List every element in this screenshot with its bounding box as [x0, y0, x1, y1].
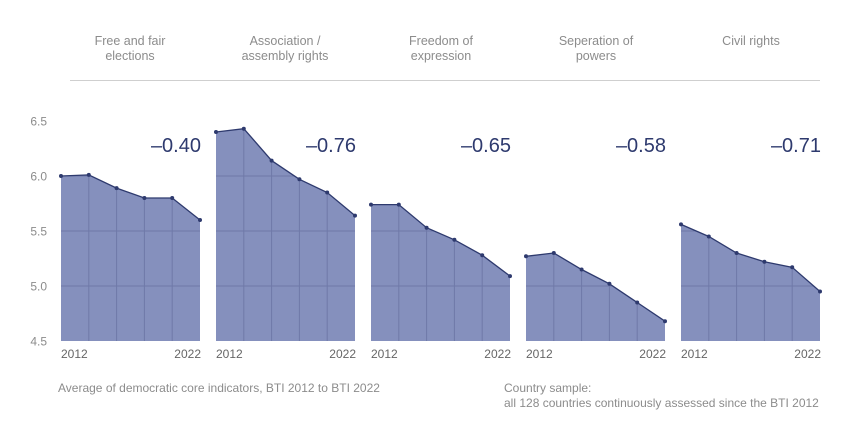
- data-point: [424, 225, 429, 230]
- area-fill: [526, 253, 665, 341]
- data-point: [762, 259, 767, 264]
- data-point: [635, 300, 640, 305]
- x-end-label: 2022: [639, 347, 666, 361]
- data-point: [369, 202, 373, 207]
- series-line: [215, 128, 356, 217]
- footer-note: Average of democratic core indicators, B…: [58, 381, 380, 395]
- data-point: [551, 251, 556, 255]
- y-tick-label: 6.0: [30, 170, 47, 184]
- y-tick-label: 5.5: [30, 225, 47, 239]
- data-point: [663, 319, 667, 324]
- panel: Association / assembly rights –0.76 2012 202…: [214, 34, 357, 361]
- panel-title: Freedom of expression: [409, 34, 473, 63]
- change-label: –0.58: [616, 135, 666, 157]
- x-start-label: 2012: [216, 347, 243, 361]
- data-point: [269, 158, 274, 163]
- x-end-label: 2022: [484, 347, 511, 361]
- y-tick-label: 5.0: [30, 280, 47, 294]
- panel: Seperation of powers –0.58 2012 2022: [524, 34, 667, 361]
- data-point: [818, 289, 822, 294]
- area-fill: [681, 224, 820, 341]
- x-end-label: 2022: [794, 347, 821, 361]
- data-point: [353, 213, 357, 218]
- data-point: [86, 172, 91, 177]
- x-end-label: 2022: [174, 347, 201, 361]
- data-point: [679, 222, 683, 227]
- area-fill: [61, 174, 200, 341]
- data-point: [297, 177, 302, 182]
- data-point: [198, 218, 202, 222]
- panel-title: Seperation of powers: [559, 34, 634, 63]
- y-tick-label: 4.5: [30, 335, 47, 349]
- series-line: [60, 174, 201, 221]
- panel: Civil rights –0.71 2012 2022: [679, 34, 822, 361]
- panel-title: Civil rights: [722, 34, 780, 48]
- x-start-label: 2012: [681, 347, 708, 361]
- change-label: –0.76: [306, 135, 356, 157]
- data-point: [170, 196, 175, 200]
- change-label: –0.40: [151, 135, 201, 157]
- y-tick-label: 6.5: [30, 115, 47, 129]
- data-point: [59, 174, 63, 178]
- data-point: [396, 202, 401, 207]
- country-sample-label: Country sample:: [504, 381, 592, 395]
- data-point: [734, 251, 739, 255]
- data-point: [241, 126, 246, 131]
- x-start-label: 2012: [61, 347, 88, 361]
- series-line: [680, 223, 821, 292]
- x-end-label: 2022: [329, 347, 356, 361]
- panel: Free and fair elections –0.40 2012 2022: [59, 34, 202, 361]
- data-point: [480, 253, 485, 258]
- x-start-label: 2012: [526, 347, 553, 361]
- data-point: [524, 254, 528, 259]
- series-line: [371, 203, 511, 277]
- data-point: [325, 190, 330, 195]
- y-axis: 6.5 6.0 5.5 5.0 4.5: [30, 115, 47, 349]
- country-sample-note: all 128 countries continuously assessed …: [504, 396, 819, 410]
- area-fill: [216, 128, 355, 341]
- data-point: [214, 130, 218, 134]
- change-label: –0.71: [771, 135, 821, 157]
- data-point: [142, 196, 147, 200]
- series-line: [525, 252, 666, 322]
- data-point: [452, 237, 457, 242]
- data-point: [790, 265, 795, 270]
- data-point: [579, 267, 584, 272]
- panel: Freedom of expression –0.65 2012 2022: [369, 34, 512, 361]
- data-point: [508, 274, 512, 279]
- panel-title: Free and fair elections: [95, 34, 166, 63]
- data-point: [706, 234, 711, 239]
- area-fill: [371, 204, 510, 341]
- panel-title: Association / assembly rights: [242, 34, 329, 63]
- x-start-label: 2012: [371, 347, 398, 361]
- data-point: [607, 281, 612, 286]
- data-point: [114, 186, 119, 191]
- change-label: –0.65: [461, 135, 511, 157]
